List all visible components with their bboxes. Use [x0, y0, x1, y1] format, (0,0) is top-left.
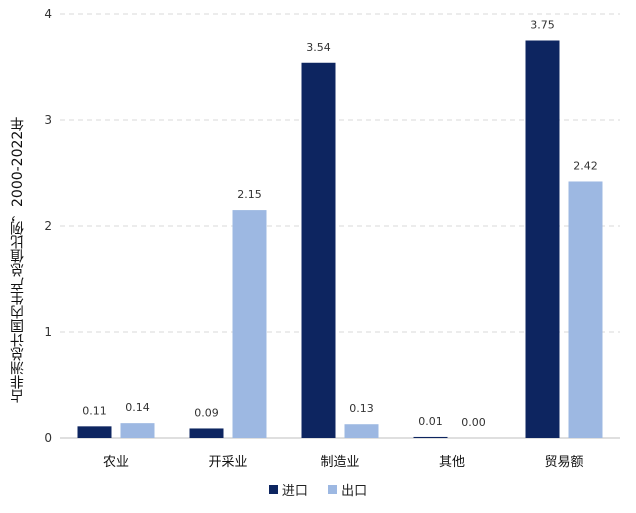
legend-label-exports: 出口: [341, 484, 368, 499]
y-tick-label: 4: [44, 7, 52, 21]
bar-imports: [525, 40, 560, 438]
legend-swatch-exports: [328, 485, 338, 494]
data-label: 2.42: [573, 159, 598, 172]
data-label: 0.11: [82, 404, 107, 417]
data-label: 0.01: [418, 415, 443, 428]
data-label: 2.15: [237, 188, 262, 201]
bar-exports: [568, 181, 603, 439]
legend-item-imports: 进口: [268, 480, 308, 499]
data-label: 0.13: [349, 402, 374, 415]
y-tick-label: 1: [44, 325, 52, 339]
bar-exports: [120, 423, 155, 438]
legend-label-imports: 进口: [281, 484, 308, 499]
x-tick-label: 开采业: [208, 455, 247, 470]
legend: 进口 出口: [0, 480, 636, 499]
data-label: 0.00: [461, 416, 486, 429]
bar-imports: [77, 426, 112, 438]
data-label: 0.09: [194, 406, 219, 419]
x-tick-label: 其他: [439, 455, 465, 470]
legend-item-exports: 出口: [328, 480, 367, 499]
bar-imports: [189, 428, 224, 438]
bar-exports: [344, 424, 379, 438]
y-tick-label: 3: [44, 113, 52, 127]
x-tick-label: 贸易额: [544, 455, 583, 470]
data-label: 3.75: [530, 19, 555, 32]
legend-swatch-imports: [268, 485, 278, 494]
bar-exports: [232, 210, 267, 438]
bar-imports: [413, 436, 448, 438]
bar-imports: [301, 62, 336, 438]
y-tick-label: 2: [44, 219, 52, 233]
data-label: 0.14: [125, 401, 150, 414]
x-tick-label: 制造业: [320, 455, 359, 470]
x-tick-label: 农业: [103, 455, 129, 470]
y-axis-title: 占非洲总计国内生产总值比例，2000-2022年: [10, 116, 26, 404]
y-tick-label: 0: [44, 431, 52, 445]
data-label: 3.54: [306, 41, 331, 54]
